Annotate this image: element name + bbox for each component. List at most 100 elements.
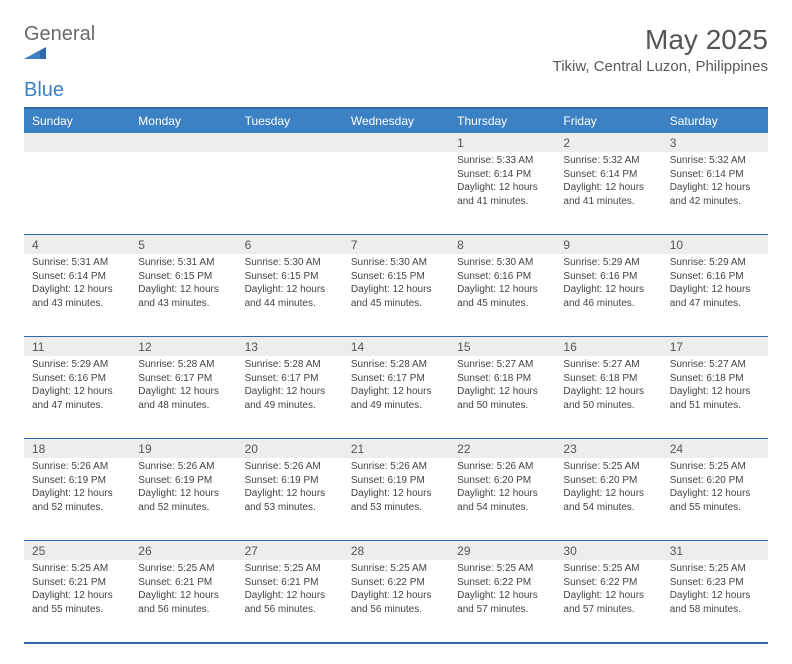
brand-text: General Blue bbox=[24, 24, 95, 101]
sunset-text: Sunset: 6:14 PM bbox=[563, 168, 653, 182]
sunset-text: Sunset: 6:22 PM bbox=[563, 576, 653, 590]
day-details: Sunrise: 5:28 AMSunset: 6:17 PMDaylight:… bbox=[343, 356, 449, 418]
sunset-text: Sunset: 6:17 PM bbox=[351, 372, 441, 386]
day-details: Sunrise: 5:25 AMSunset: 6:21 PMDaylight:… bbox=[130, 560, 236, 622]
sunrise-text: Sunrise: 5:29 AM bbox=[670, 256, 760, 270]
day-number: 12 bbox=[130, 337, 236, 356]
page-title: May 2025 bbox=[553, 24, 768, 56]
day-cell: Sunrise: 5:27 AMSunset: 6:18 PMDaylight:… bbox=[662, 356, 768, 438]
daylight-text: Daylight: 12 hours and 55 minutes. bbox=[670, 487, 760, 514]
sunrise-text: Sunrise: 5:27 AM bbox=[670, 358, 760, 372]
logo-shape bbox=[24, 45, 95, 59]
sunrise-text: Sunrise: 5:29 AM bbox=[32, 358, 122, 372]
day-cell: Sunrise: 5:26 AMSunset: 6:20 PMDaylight:… bbox=[449, 458, 555, 540]
sunrise-text: Sunrise: 5:25 AM bbox=[245, 562, 335, 576]
day-details: Sunrise: 5:29 AMSunset: 6:16 PMDaylight:… bbox=[662, 254, 768, 316]
sunset-text: Sunset: 6:21 PM bbox=[138, 576, 228, 590]
day-cell: Sunrise: 5:31 AMSunset: 6:15 PMDaylight:… bbox=[130, 254, 236, 336]
day-details: Sunrise: 5:31 AMSunset: 6:14 PMDaylight:… bbox=[24, 254, 130, 316]
day-details: Sunrise: 5:25 AMSunset: 6:22 PMDaylight:… bbox=[449, 560, 555, 622]
weekday-header: Thursday bbox=[449, 109, 555, 133]
day-number: 11 bbox=[24, 337, 130, 356]
day-details: Sunrise: 5:28 AMSunset: 6:17 PMDaylight:… bbox=[130, 356, 236, 418]
sunset-text: Sunset: 6:17 PM bbox=[245, 372, 335, 386]
day-details: Sunrise: 5:25 AMSunset: 6:21 PMDaylight:… bbox=[24, 560, 130, 622]
day-cell: Sunrise: 5:25 AMSunset: 6:21 PMDaylight:… bbox=[24, 560, 130, 642]
sunrise-text: Sunrise: 5:25 AM bbox=[670, 562, 760, 576]
day-cell: Sunrise: 5:30 AMSunset: 6:15 PMDaylight:… bbox=[237, 254, 343, 336]
day-details: Sunrise: 5:30 AMSunset: 6:15 PMDaylight:… bbox=[343, 254, 449, 316]
daylight-text: Daylight: 12 hours and 47 minutes. bbox=[670, 283, 760, 310]
brand-logo: General Blue bbox=[24, 24, 95, 101]
daylight-text: Daylight: 12 hours and 41 minutes. bbox=[563, 181, 653, 208]
day-cell: Sunrise: 5:29 AMSunset: 6:16 PMDaylight:… bbox=[555, 254, 661, 336]
week-row: Sunrise: 5:25 AMSunset: 6:21 PMDaylight:… bbox=[24, 560, 768, 644]
day-number: 21 bbox=[343, 439, 449, 458]
day-number: 23 bbox=[555, 439, 661, 458]
sunrise-text: Sunrise: 5:25 AM bbox=[138, 562, 228, 576]
daylight-text: Daylight: 12 hours and 50 minutes. bbox=[563, 385, 653, 412]
day-details: Sunrise: 5:27 AMSunset: 6:18 PMDaylight:… bbox=[449, 356, 555, 418]
sunrise-text: Sunrise: 5:30 AM bbox=[457, 256, 547, 270]
sunset-text: Sunset: 6:19 PM bbox=[138, 474, 228, 488]
sunrise-text: Sunrise: 5:32 AM bbox=[670, 154, 760, 168]
week-row: Sunrise: 5:33 AMSunset: 6:14 PMDaylight:… bbox=[24, 152, 768, 235]
daynum-row: 123 bbox=[24, 133, 768, 152]
day-cell bbox=[24, 152, 130, 234]
day-cell: Sunrise: 5:28 AMSunset: 6:17 PMDaylight:… bbox=[130, 356, 236, 438]
daylight-text: Daylight: 12 hours and 43 minutes. bbox=[32, 283, 122, 310]
day-details: Sunrise: 5:26 AMSunset: 6:19 PMDaylight:… bbox=[130, 458, 236, 520]
day-number: 30 bbox=[555, 541, 661, 560]
day-number bbox=[130, 133, 236, 152]
sunrise-text: Sunrise: 5:32 AM bbox=[563, 154, 653, 168]
sunrise-text: Sunrise: 5:25 AM bbox=[563, 460, 653, 474]
day-cell: Sunrise: 5:29 AMSunset: 6:16 PMDaylight:… bbox=[662, 254, 768, 336]
day-details: Sunrise: 5:29 AMSunset: 6:16 PMDaylight:… bbox=[24, 356, 130, 418]
sunrise-text: Sunrise: 5:31 AM bbox=[32, 256, 122, 270]
day-cell bbox=[130, 152, 236, 234]
sunrise-text: Sunrise: 5:26 AM bbox=[138, 460, 228, 474]
day-number bbox=[343, 133, 449, 152]
day-cell: Sunrise: 5:30 AMSunset: 6:15 PMDaylight:… bbox=[343, 254, 449, 336]
sunrise-text: Sunrise: 5:27 AM bbox=[563, 358, 653, 372]
day-number: 31 bbox=[662, 541, 768, 560]
sunset-text: Sunset: 6:14 PM bbox=[670, 168, 760, 182]
weekday-header: Wednesday bbox=[343, 109, 449, 133]
day-number: 25 bbox=[24, 541, 130, 560]
day-details: Sunrise: 5:26 AMSunset: 6:19 PMDaylight:… bbox=[24, 458, 130, 520]
day-cell: Sunrise: 5:25 AMSunset: 6:21 PMDaylight:… bbox=[130, 560, 236, 642]
day-cell: Sunrise: 5:25 AMSunset: 6:21 PMDaylight:… bbox=[237, 560, 343, 642]
sunrise-text: Sunrise: 5:29 AM bbox=[563, 256, 653, 270]
day-number: 22 bbox=[449, 439, 555, 458]
day-number: 17 bbox=[662, 337, 768, 356]
sunrise-text: Sunrise: 5:30 AM bbox=[245, 256, 335, 270]
sunset-text: Sunset: 6:21 PM bbox=[32, 576, 122, 590]
day-details: Sunrise: 5:25 AMSunset: 6:20 PMDaylight:… bbox=[662, 458, 768, 520]
brand-part1: General bbox=[24, 23, 95, 45]
day-cell: Sunrise: 5:26 AMSunset: 6:19 PMDaylight:… bbox=[343, 458, 449, 540]
calendar-page: General Blue May 2025 Tikiw, Central Luz… bbox=[0, 0, 792, 664]
day-cell: Sunrise: 5:27 AMSunset: 6:18 PMDaylight:… bbox=[449, 356, 555, 438]
page-header: General Blue May 2025 Tikiw, Central Luz… bbox=[24, 24, 768, 101]
day-details: Sunrise: 5:30 AMSunset: 6:15 PMDaylight:… bbox=[237, 254, 343, 316]
sunrise-text: Sunrise: 5:26 AM bbox=[245, 460, 335, 474]
day-cell: Sunrise: 5:28 AMSunset: 6:17 PMDaylight:… bbox=[343, 356, 449, 438]
sunrise-text: Sunrise: 5:26 AM bbox=[351, 460, 441, 474]
brand-part2: Blue bbox=[24, 79, 64, 101]
day-details: Sunrise: 5:30 AMSunset: 6:16 PMDaylight:… bbox=[449, 254, 555, 316]
sunrise-text: Sunrise: 5:26 AM bbox=[32, 460, 122, 474]
daylight-text: Daylight: 12 hours and 52 minutes. bbox=[138, 487, 228, 514]
sunrise-text: Sunrise: 5:33 AM bbox=[457, 154, 547, 168]
day-number: 24 bbox=[662, 439, 768, 458]
daylight-text: Daylight: 12 hours and 54 minutes. bbox=[563, 487, 653, 514]
day-number: 4 bbox=[24, 235, 130, 254]
daylight-text: Daylight: 12 hours and 45 minutes. bbox=[351, 283, 441, 310]
sunset-text: Sunset: 6:16 PM bbox=[563, 270, 653, 284]
daylight-text: Daylight: 12 hours and 51 minutes. bbox=[670, 385, 760, 412]
day-number: 26 bbox=[130, 541, 236, 560]
day-cell: Sunrise: 5:27 AMSunset: 6:18 PMDaylight:… bbox=[555, 356, 661, 438]
week-row: Sunrise: 5:26 AMSunset: 6:19 PMDaylight:… bbox=[24, 458, 768, 541]
daylight-text: Daylight: 12 hours and 49 minutes. bbox=[245, 385, 335, 412]
day-number: 28 bbox=[343, 541, 449, 560]
day-number bbox=[237, 133, 343, 152]
